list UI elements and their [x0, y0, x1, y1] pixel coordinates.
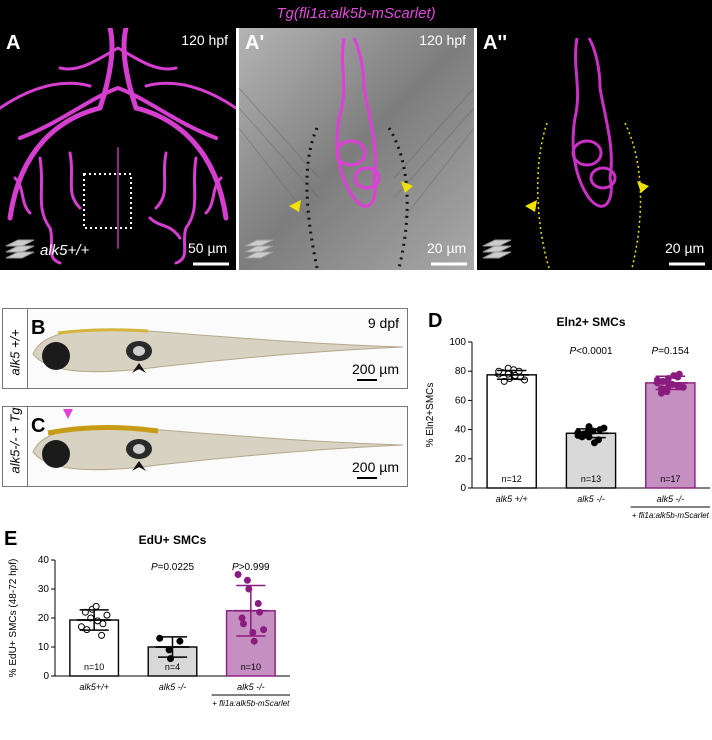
panel-d-label: D [428, 310, 443, 332]
data-point [98, 631, 106, 639]
scale-label: 200 µm [352, 361, 399, 377]
panel-a-vessels [0, 28, 236, 266]
n-label: n=10 [84, 662, 104, 672]
panel-a2-fluor [482, 37, 705, 269]
y-tick-label: 0 [460, 483, 466, 494]
panel-label: A' [245, 32, 265, 54]
y-tick-label: 10 [38, 642, 50, 653]
category-label: alk5+/+ [79, 682, 109, 692]
age-label: 9 dpf [367, 315, 399, 331]
genotype-label: alk5-/- + Tg [7, 407, 23, 474]
scale-bar [357, 379, 377, 381]
y-axis-label: % EdU+ SMCs (48-72 hpf) [8, 559, 19, 678]
data-point [254, 600, 262, 607]
n-label: n=12 [502, 474, 522, 484]
panel-label: A [6, 32, 21, 54]
panel-label: A'' [483, 32, 507, 54]
n-label: n=10 [241, 662, 261, 672]
panel-label: C [31, 415, 46, 437]
panel-a1-image: A' 120 hpf 20 µm [239, 28, 474, 270]
data-point [243, 576, 251, 584]
panel-a1-merge [239, 28, 474, 270]
chart-e: EdU+ SMCs 0 10 20 30 40 % EdU+ SMCs (48-72 hpf… [8, 533, 290, 708]
bar [645, 382, 696, 489]
y-tick-label: 20 [455, 454, 467, 465]
data-point [590, 439, 598, 447]
genotype-label: alk5+/+ [40, 242, 90, 259]
data-point [239, 620, 247, 628]
data-point [234, 571, 242, 578]
p-value: P<0.0001 [569, 346, 613, 357]
data-point [250, 637, 258, 645]
data-point [238, 614, 246, 622]
n-label: n=17 [660, 474, 680, 484]
y-tick-label: 20 [38, 613, 50, 624]
data-point [92, 602, 100, 610]
scale-label: 20 µm [427, 240, 467, 256]
panel-a2-image: A'' 20 µm [477, 28, 712, 270]
category-label: alk5 -/- [657, 494, 685, 504]
y-tick-label: 40 [455, 425, 467, 436]
y-tick-label: 40 [38, 555, 50, 566]
time-label: 120 hpf [181, 32, 228, 48]
data-point [176, 637, 184, 645]
y-tick-label: 30 [38, 584, 50, 595]
fish-c-image: C alk5-/- + Tg 200 µm [2, 406, 408, 487]
category-label: alk5 -/- [237, 682, 265, 692]
y-tick-label: 100 [449, 337, 466, 348]
scale-label: 200 µm [352, 459, 399, 475]
fish-b-drawing [32, 328, 404, 373]
panel-a-image: A 120 hpf alk5+/+ 50 µm [0, 28, 236, 270]
category-label: alk5 -/- [159, 682, 187, 692]
data-point [260, 626, 268, 634]
category-label: alk5 -/- [577, 494, 605, 504]
time-label: 120 hpf [419, 32, 466, 48]
stack-icon [5, 239, 35, 259]
category-label: alk5 +/+ [496, 494, 528, 504]
n-label: n=4 [165, 662, 180, 672]
chart-title: Eln2+ SMCs [556, 315, 625, 329]
scale-label: 50 µm [188, 240, 228, 256]
chart-title: EdU+ SMCs [139, 533, 207, 547]
y-tick-label: 0 [43, 671, 49, 682]
fish-c-drawing [32, 409, 404, 471]
data-point [103, 611, 111, 619]
chart-d: Eln2+ SMCs 0 20 40 60 80 100 % Eln2+SMCs n=12 alk… [425, 315, 710, 520]
panel-e-label: E [4, 528, 18, 550]
n-label: n=13 [581, 474, 601, 484]
p-value: P>0.999 [232, 562, 270, 573]
category-sub-label: + fli1a:alk5b-mScarlet [212, 699, 290, 708]
scale-bar [357, 477, 377, 479]
scale-label: 20 µm [665, 240, 705, 256]
y-tick-label: 80 [455, 366, 467, 377]
fish-b-image: B alk5 +/+ 9 dpf 200 µm [2, 308, 408, 389]
panel-label: B [31, 317, 46, 339]
y-tick-label: 60 [455, 395, 467, 406]
category-sub-label: + fli1a:alk5b-mScarlet [632, 511, 710, 520]
p-value: P=0.0225 [151, 562, 195, 573]
inset-box [83, 173, 132, 229]
figure-header: Tg(fli1a:alk5b-mScarlet) [0, 0, 712, 28]
genotype-label: alk5 +/+ [7, 329, 23, 376]
y-axis-label: % Eln2+SMCs [425, 383, 436, 448]
bar [486, 374, 537, 489]
p-value: P=0.154 [652, 346, 690, 357]
